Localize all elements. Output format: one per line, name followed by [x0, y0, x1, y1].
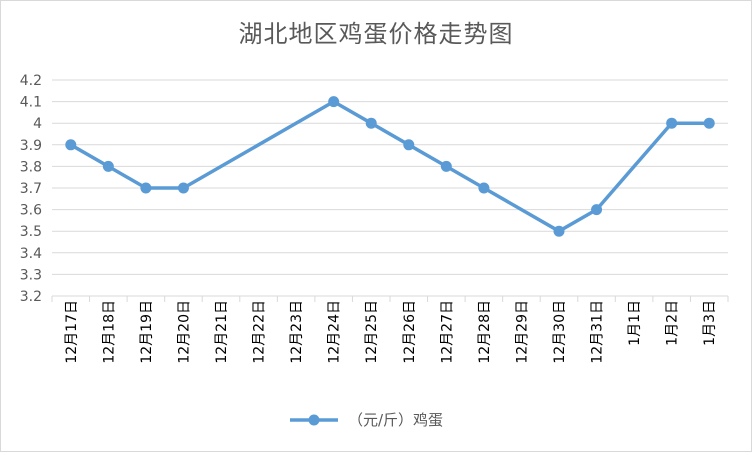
x-tick-label: 1月3日	[702, 300, 718, 346]
y-tick-label: 3.4	[20, 246, 42, 262]
y-tick-label: 4	[33, 116, 42, 132]
data-point	[440, 160, 452, 172]
x-tick-label: 12月22日	[252, 300, 268, 364]
chart-title: 湖北地区鸡蛋价格走势图	[238, 20, 514, 48]
y-tick-label: 3.2	[20, 289, 42, 305]
y-tick-label: 4.1	[20, 95, 42, 111]
x-tick-label: 12月19日	[139, 300, 155, 364]
data-point	[328, 96, 340, 108]
x-tick-label: 12月26日	[402, 300, 418, 364]
data-point	[478, 182, 490, 194]
legend-marker	[308, 414, 320, 426]
y-tick-label: 4.2	[20, 73, 42, 89]
y-tick-label: 3.3	[20, 267, 42, 283]
data-point	[102, 160, 114, 172]
data-point	[65, 139, 77, 151]
data-point	[666, 117, 678, 129]
data-point	[553, 225, 565, 237]
y-tick-label: 3.5	[20, 224, 42, 240]
y-tick-label: 3.8	[20, 159, 42, 175]
x-tick-label: 1月1日	[627, 300, 643, 346]
x-tick-label: 12月23日	[289, 300, 305, 364]
data-point	[703, 117, 715, 129]
x-tick-label: 12月25日	[364, 300, 380, 364]
x-tick-label: 12月31日	[590, 300, 606, 364]
data-point	[177, 182, 189, 194]
x-tick-label: 1月2日	[665, 300, 681, 346]
y-tick-label: 3.6	[20, 203, 42, 219]
x-tick-label: 12月20日	[176, 300, 192, 364]
x-tick-label: 12月27日	[439, 300, 455, 364]
data-point	[365, 117, 377, 129]
x-tick-label: 12月30日	[552, 300, 568, 364]
x-tick-label: 12月29日	[514, 300, 530, 364]
x-tick-label: 12月28日	[477, 300, 493, 364]
x-tick-label: 12月24日	[327, 300, 343, 364]
x-tick-label: 12月18日	[101, 300, 117, 364]
data-point	[140, 182, 152, 194]
x-tick-label: 12月17日	[64, 300, 80, 364]
x-tick-label: 12月21日	[214, 300, 230, 364]
data-point	[591, 204, 603, 216]
data-point	[403, 139, 415, 151]
y-tick-label: 3.7	[20, 181, 42, 197]
legend-label: （元/斤）鸡蛋	[348, 411, 443, 429]
y-tick-label: 3.9	[20, 138, 42, 154]
